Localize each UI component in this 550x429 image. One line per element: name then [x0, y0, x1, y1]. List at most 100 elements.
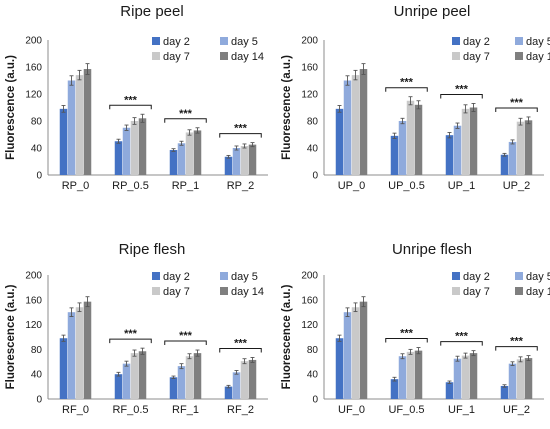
bar [169, 150, 178, 175]
significance-label: *** [124, 94, 138, 106]
legend-label: day 5 [526, 271, 550, 283]
bar [335, 108, 344, 175]
significance-bracket [385, 87, 428, 92]
y-tick-label: 120 [25, 320, 42, 331]
legend-swatch [220, 272, 228, 280]
legend-label: day 5 [526, 36, 550, 48]
bar [398, 121, 407, 175]
significance-bracket [495, 346, 538, 351]
bar [122, 127, 131, 175]
legend-swatch [220, 52, 228, 60]
y-tick-label: 40 [307, 370, 319, 381]
legend-label: day 14 [526, 286, 550, 298]
bar [469, 353, 478, 399]
chart-title: Ripe peel [120, 3, 183, 20]
significance-label: *** [455, 331, 469, 343]
x-tick-label: RF_1 [172, 404, 199, 416]
significance-bracket [495, 107, 538, 112]
y-tick-label: 40 [31, 144, 43, 155]
chart-title: Ripe flesh [119, 241, 186, 258]
legend-label: day 7 [163, 51, 190, 63]
bar [75, 307, 84, 399]
y-axis-label: Fluorescence (a.u.) [5, 55, 17, 160]
x-tick-label: UF_0.5 [388, 404, 424, 416]
bar [500, 154, 509, 175]
y-tick-label: 200 [301, 271, 318, 282]
y-tick-label: 0 [312, 395, 318, 406]
y-tick-label: 0 [36, 171, 42, 182]
legend-swatch [452, 52, 460, 60]
y-tick-label: 200 [25, 271, 42, 282]
bar [83, 301, 92, 399]
y-axis-label: Fluorescence (a.u.) [5, 284, 17, 389]
legend-swatch [452, 37, 460, 45]
significance-label: *** [179, 330, 193, 342]
legend-swatch [515, 272, 523, 280]
legend-label: day 5 [231, 36, 258, 48]
significance-bracket [109, 104, 152, 110]
bar [67, 312, 76, 399]
significance-label: *** [455, 83, 469, 95]
x-tick-label: RP_0.5 [112, 180, 149, 192]
bar [224, 386, 233, 399]
bar [351, 307, 360, 399]
legend-label: day 2 [163, 271, 190, 283]
x-tick-label: RP_2 [227, 180, 255, 192]
x-tick-label: UP_0 [338, 180, 366, 192]
significance-bracket [219, 133, 262, 138]
bar [114, 374, 123, 399]
y-tick-label: 160 [301, 295, 318, 306]
bar [406, 351, 415, 399]
bar [248, 144, 257, 175]
y-tick-label: 80 [307, 345, 319, 356]
chart-title: Unripe peel [394, 3, 471, 20]
y-axis-label: Fluorescence (a.u.) [281, 284, 293, 389]
legend-label: day 5 [231, 271, 258, 283]
y-tick-label: 120 [301, 90, 318, 101]
chart-title: Unripe flesh [392, 241, 472, 258]
bar [414, 104, 423, 175]
y-tick-label: 160 [25, 295, 42, 306]
legend-swatch [515, 52, 523, 60]
bar [461, 108, 470, 175]
legend-label: day 7 [463, 286, 490, 298]
bar [83, 69, 92, 175]
bar [469, 107, 478, 175]
significance-bracket [219, 347, 262, 353]
bar [516, 121, 525, 175]
significance-label: *** [124, 328, 138, 340]
legend-label: day 2 [463, 271, 490, 283]
legend-swatch [152, 287, 160, 295]
bar [406, 100, 415, 175]
y-tick-label: 200 [25, 36, 42, 47]
chart-panel-3: Ripe flesh Fluorescence (a.u.) 0 40 80 120 160… [5, 241, 268, 416]
legend-swatch [515, 37, 523, 45]
x-tick-label: RP_0 [62, 180, 90, 192]
y-tick-label: 80 [31, 117, 43, 128]
x-tick-label: RF_2 [227, 404, 254, 416]
legend-swatch [452, 272, 460, 280]
x-tick-label: RF_0 [62, 404, 89, 416]
bar [390, 135, 399, 175]
bar [359, 69, 368, 175]
bar [138, 351, 147, 399]
bar [524, 358, 533, 399]
y-tick-label: 40 [307, 144, 319, 155]
bar [59, 108, 68, 175]
legend-label: day 7 [163, 286, 190, 298]
bar [343, 80, 352, 175]
chart-panel-4: Unripe flesh Fluorescence (a.u.) 0 40 80 120 1… [281, 241, 550, 416]
significance-label: *** [234, 337, 248, 349]
bar [185, 132, 194, 175]
chart-panel-1: Ripe peel Fluorescence (a.u.) 0 40 80 120 160 2… [5, 3, 268, 192]
x-tick-label: UP_0.5 [388, 180, 425, 192]
significance-label: *** [179, 108, 193, 120]
y-axis-label: Fluorescence (a.u.) [281, 55, 293, 160]
bar [453, 125, 462, 175]
y-tick-label: 200 [301, 36, 318, 47]
bar [524, 120, 533, 175]
significance-bracket [385, 338, 428, 343]
y-tick-label: 160 [25, 63, 42, 74]
significance-bracket [164, 340, 207, 346]
